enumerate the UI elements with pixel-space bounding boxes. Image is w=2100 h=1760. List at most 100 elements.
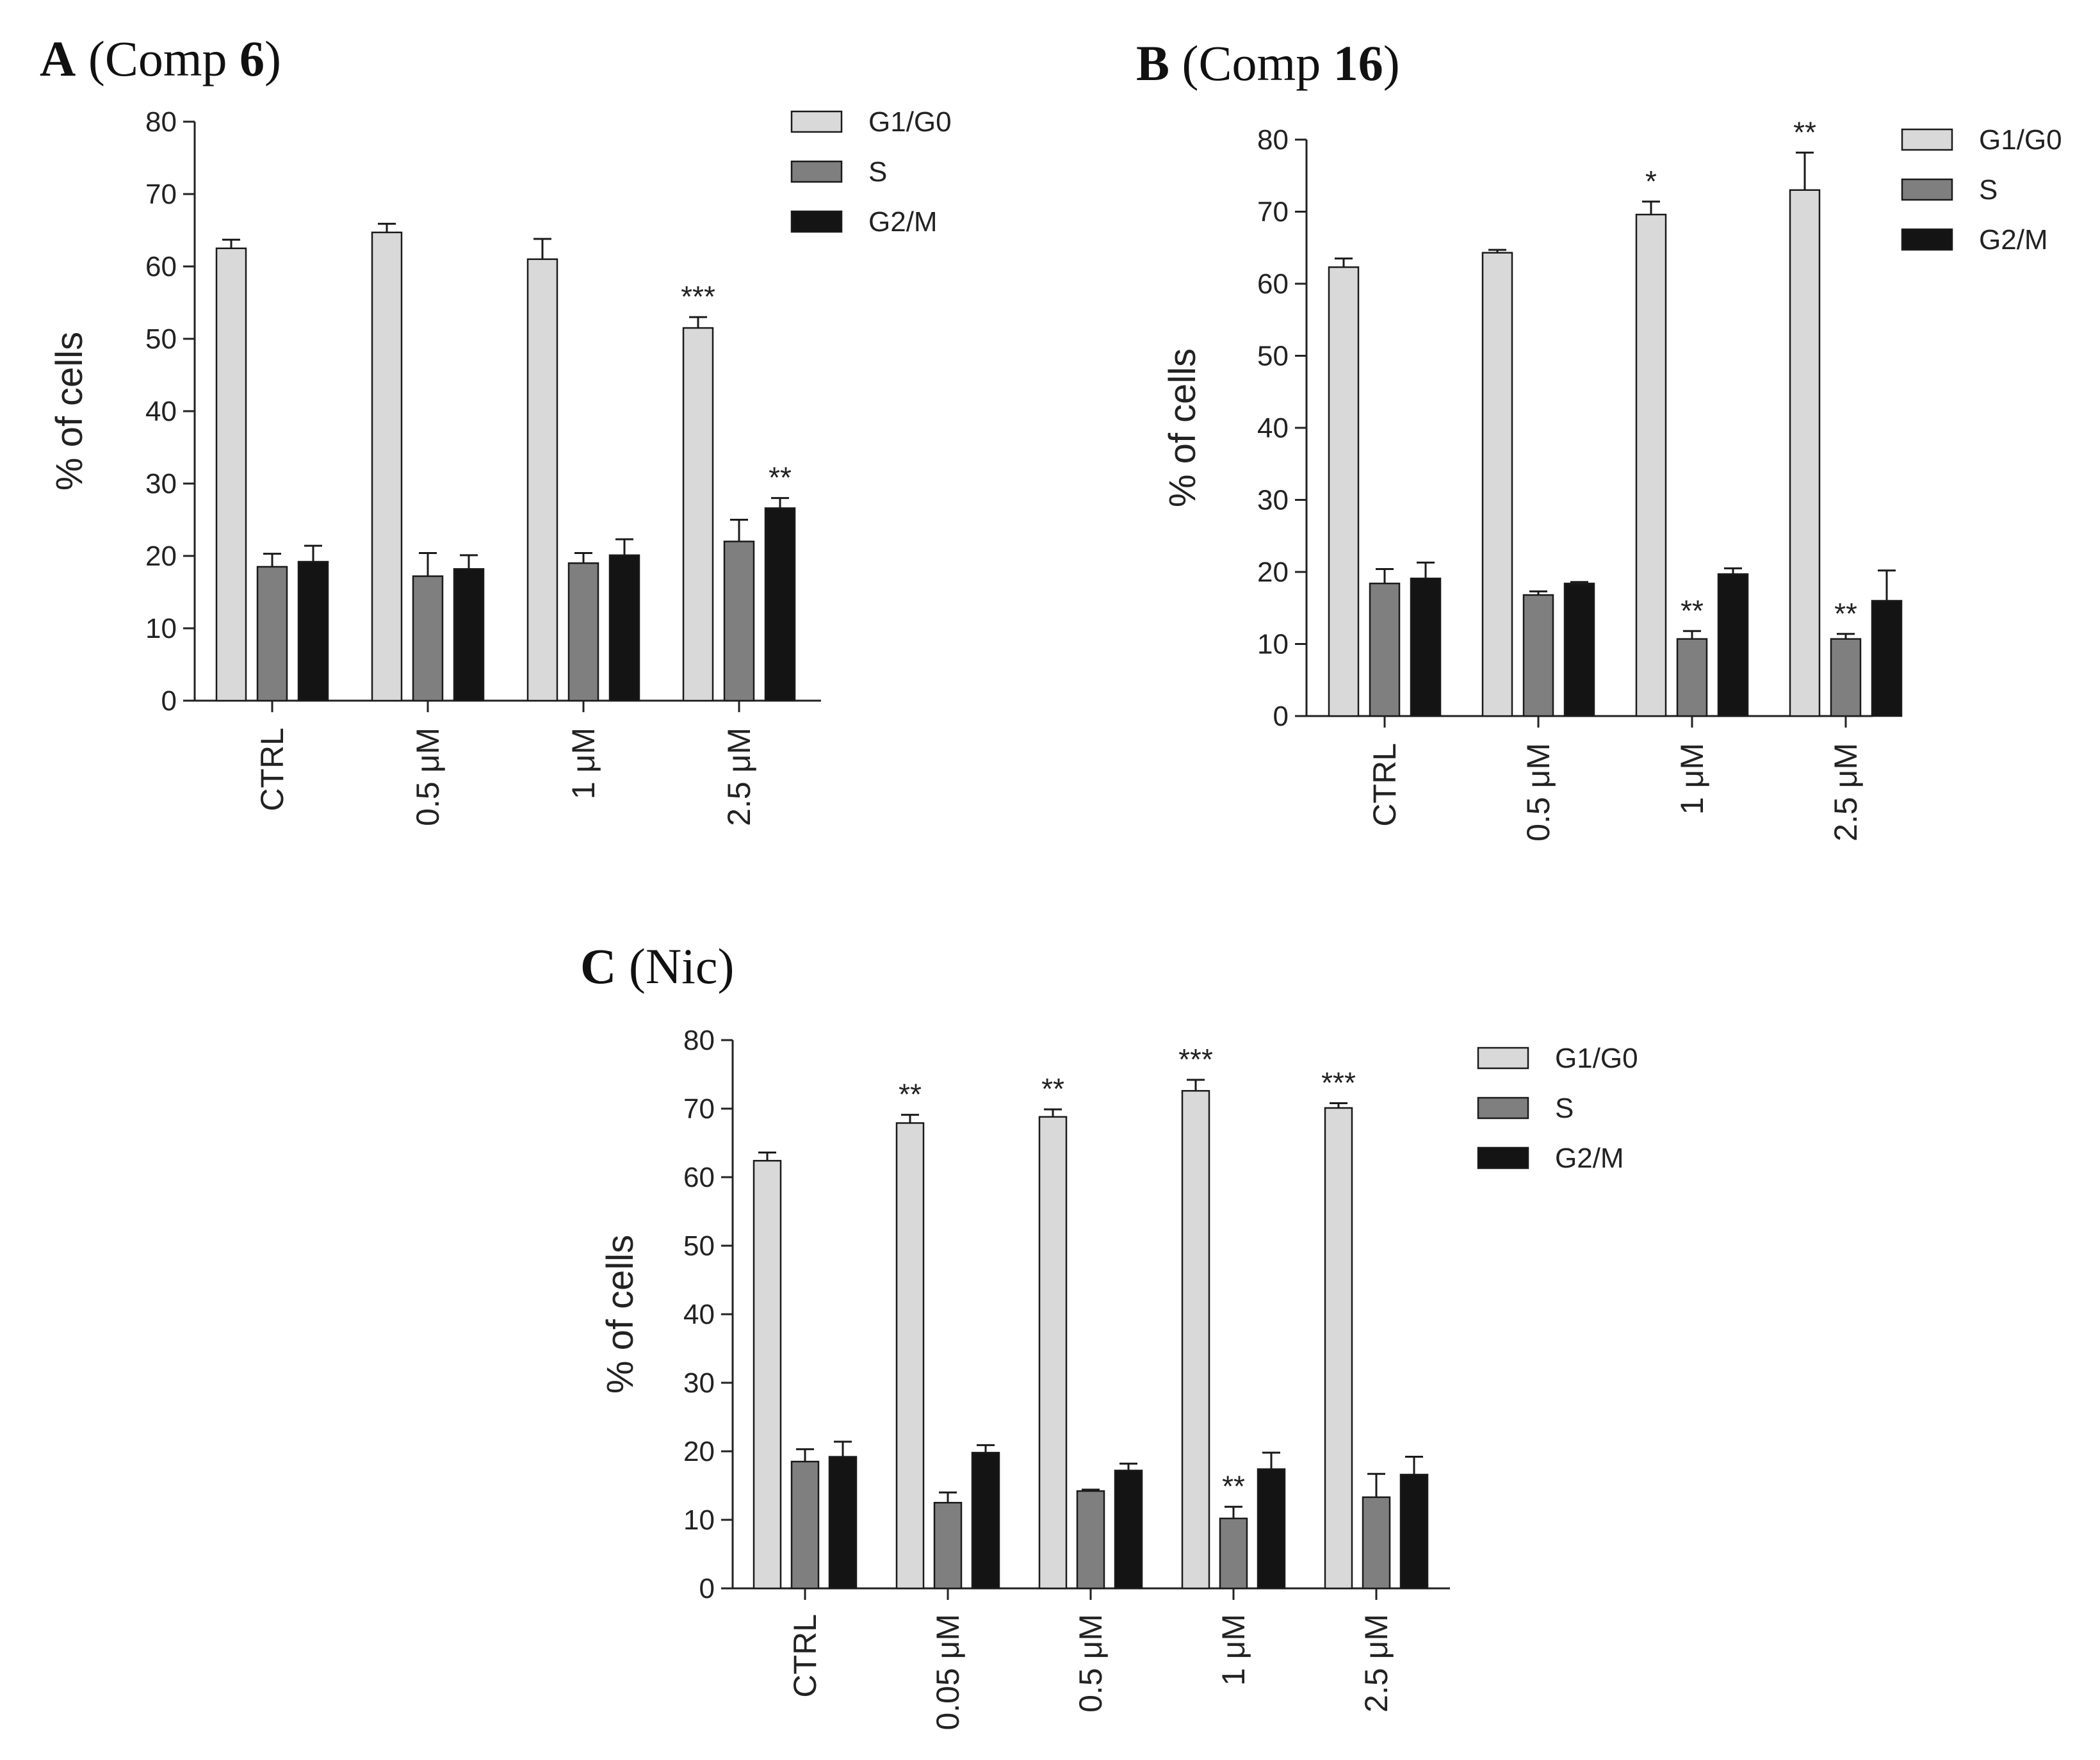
y-tick-label: 70	[1257, 197, 1289, 228]
panel-title-space	[616, 938, 629, 994]
chart-panel-a: A (Comp 6) 0 10 20 30 40 50 60 70 80 % of cells CTR…	[40, 31, 952, 826]
bar	[1676, 638, 1708, 717]
y-tick-label: 80	[683, 1025, 715, 1056]
y-tick-label: 30	[683, 1367, 715, 1399]
y-tick-label: 30	[145, 468, 177, 500]
y-tick-label: 40	[683, 1299, 715, 1330]
panel-title-letter: C	[580, 938, 616, 994]
y-tick-label: 10	[1257, 629, 1289, 660]
legend-label: G1/G0	[1979, 124, 2062, 156]
panel-title-part: 6	[240, 31, 265, 86]
legend-swatch	[1901, 178, 1953, 201]
bar	[256, 566, 288, 702]
y-tick-label: 0	[1273, 701, 1289, 732]
bar	[723, 541, 755, 702]
legend-swatch	[1477, 1047, 1529, 1070]
x-tick-label: 0.05 μM	[930, 1614, 966, 1731]
bar	[412, 575, 444, 702]
panel-title-part: )	[265, 31, 281, 86]
panel-title-part: (Comp	[88, 31, 240, 86]
y-tick-label: 40	[1257, 412, 1289, 444]
x-tick-label: CTRL	[254, 728, 290, 811]
legend-label: G1/G0	[1555, 1043, 1638, 1074]
legend-swatch	[790, 110, 843, 133]
y-tick-label: 50	[145, 323, 177, 355]
bar	[371, 231, 403, 702]
y-tick-label: 60	[1257, 268, 1289, 300]
panel-title: A (Comp 6)	[40, 31, 281, 86]
y-tick-label: 60	[145, 251, 177, 282]
chart-panel-c: C (Nic) 0 10 20 30 40 50 60 70 80 % of cells CTRL **…	[580, 938, 1638, 1731]
bar	[1563, 582, 1595, 717]
y-axis-title: % of cells	[599, 1235, 641, 1394]
chart-panel-b: B (Comp 16) 0 10 20 30 40 50 60 70 80 % of cells CT…	[1136, 35, 2062, 842]
y-tick-label: 30	[1257, 485, 1289, 516]
bar	[1328, 266, 1360, 717]
x-tick-label: 2.5 μM	[1358, 1614, 1394, 1713]
y-tick-label: 0	[699, 1573, 715, 1604]
legend-label: G2/M	[1555, 1143, 1624, 1174]
x-tick-label: 0.5 μM	[1520, 743, 1556, 842]
bar	[933, 1502, 963, 1590]
y-tick-label: 70	[683, 1093, 715, 1125]
significance-label: **	[1681, 594, 1704, 627]
x-tick-label: 1 μM	[566, 728, 601, 799]
panel-title-part: (Comp	[1182, 35, 1333, 91]
legend-swatch	[1477, 1096, 1529, 1120]
y-tick-label: 20	[145, 541, 177, 572]
x-tick-label: CTRL	[787, 1614, 823, 1698]
bar	[453, 568, 485, 702]
x-tick-label: 2.5 μM	[1828, 743, 1864, 842]
bar	[1076, 1490, 1105, 1590]
legend-swatch	[1901, 228, 1953, 251]
bar	[1522, 594, 1554, 717]
bar	[1362, 1496, 1391, 1590]
legend-label: S	[1979, 174, 1998, 206]
legend-label: G2/M	[1979, 224, 2048, 256]
significance-label: **	[769, 461, 792, 494]
y-tick-label: 10	[683, 1504, 715, 1536]
significance-label: **	[1222, 1470, 1245, 1503]
significance-label: **	[899, 1078, 922, 1111]
y-tick-label: 80	[145, 106, 177, 138]
panel-title: B (Comp 16)	[1136, 35, 1400, 91]
significance-label: ***	[681, 280, 715, 313]
legend-swatch	[1901, 128, 1953, 151]
legend-label: G1/G0	[868, 106, 952, 138]
legend-label: G2/M	[868, 206, 938, 238]
bar	[297, 560, 329, 702]
bar	[895, 1122, 925, 1590]
bar	[1038, 1116, 1068, 1590]
bar	[1399, 1474, 1429, 1590]
x-tick-label: 0.5 μM	[410, 728, 446, 826]
significance-label: ***	[1321, 1066, 1356, 1099]
bar	[764, 507, 796, 702]
bar	[682, 327, 714, 702]
x-tick-label: 1 μM	[1674, 743, 1710, 815]
bar	[1871, 599, 1903, 717]
y-tick-label: 80	[1257, 124, 1289, 156]
bar	[1481, 252, 1513, 717]
y-tick-label: 10	[145, 613, 177, 644]
legend-swatch	[790, 160, 843, 183]
bar	[215, 247, 247, 702]
bar	[1181, 1089, 1210, 1590]
bar	[1219, 1517, 1248, 1590]
y-tick-label: 50	[683, 1230, 715, 1262]
legend-label: S	[1555, 1093, 1574, 1124]
panel-title-letter: A	[40, 31, 76, 86]
bar	[1789, 189, 1821, 717]
bar	[567, 562, 599, 702]
bar	[1717, 573, 1749, 717]
bar	[1114, 1469, 1143, 1590]
bar	[1257, 1468, 1286, 1590]
panel-title-space	[1169, 35, 1182, 91]
y-tick-label: 40	[145, 396, 177, 427]
legend-swatch	[790, 210, 843, 233]
legend-swatch	[1477, 1146, 1529, 1169]
panel-title-space	[76, 31, 88, 86]
bar	[608, 554, 640, 702]
x-tick-label: 2.5 μM	[721, 728, 757, 826]
bar	[1410, 577, 1442, 717]
